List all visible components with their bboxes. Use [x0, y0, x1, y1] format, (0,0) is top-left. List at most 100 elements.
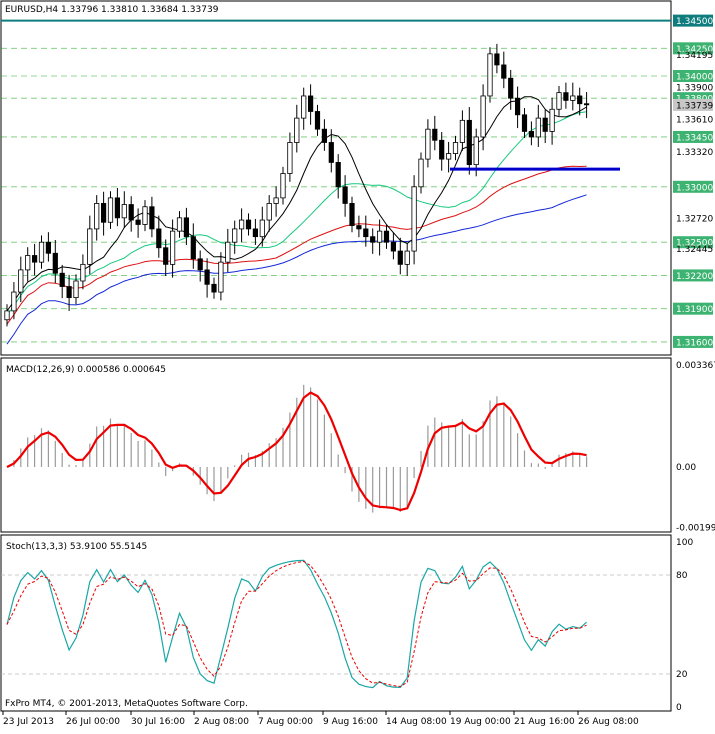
candle-body — [335, 162, 341, 188]
candle-body — [528, 131, 535, 138]
candle-body — [349, 203, 355, 226]
candle-body — [273, 197, 279, 204]
price-label: 1.32500 — [673, 236, 713, 249]
candle-body — [508, 77, 514, 99]
price-level-lines — [1, 47, 671, 343]
candle-body — [404, 250, 410, 265]
candle-body — [501, 64, 507, 79]
candle-body — [52, 252, 58, 274]
macd-panel-frame — [0, 357, 672, 533]
candle-body — [259, 219, 265, 238]
candle-body — [197, 258, 203, 271]
candle-body — [432, 128, 438, 141]
candle-body — [584, 103, 590, 106]
symbol-header: EURUSD,H4 1.33796 1.33810 1.33684 1.3373… — [5, 5, 219, 15]
candle-body — [142, 206, 148, 225]
candle-body — [473, 136, 479, 166]
macd-title: MACD(12,26,9) 0.000586 0.000645 — [6, 365, 166, 375]
candle-body — [570, 95, 576, 101]
macd-label: 0.00 — [676, 463, 696, 473]
macd-label: 0.003367 — [676, 361, 715, 371]
price-label-text: 1.32500 — [676, 239, 713, 249]
price-label-text: 1.33000 — [676, 183, 713, 193]
candle-body — [549, 108, 555, 132]
candle-body — [494, 53, 500, 66]
candle-body — [128, 204, 134, 221]
candle-body — [135, 219, 141, 225]
candle-body — [370, 236, 376, 243]
ma-blue-line — [6, 194, 587, 345]
candle-body — [363, 228, 369, 238]
time-axis: 23 Jul 2013 26 Jul 00:00 30 Jul 16:00 2 Aug… — [2, 711, 639, 727]
time-label: 14 Aug 08:00 — [386, 717, 447, 727]
stoch-level-lines — [1, 574, 671, 675]
candle-body — [38, 241, 45, 263]
candle-body — [418, 158, 424, 188]
candle-body — [32, 255, 38, 263]
candle-body — [280, 173, 286, 199]
price-label: 1.33900 — [676, 84, 713, 94]
candle-body — [542, 117, 548, 132]
candlestick-series — [4, 43, 590, 327]
candle-body — [390, 241, 397, 252]
candle-body — [321, 128, 328, 143]
price-label: 1.31600 — [673, 335, 713, 348]
price-label-text: 1.32200 — [676, 272, 713, 282]
candle-body — [328, 142, 334, 163]
candle-body — [18, 269, 24, 293]
time-label: 7 Aug 00:00 — [258, 717, 313, 727]
price-label: 1.34000 — [673, 70, 713, 83]
stoch-label: 20 — [676, 670, 688, 680]
watermark-text: FxPro MT4, © 2001-2013, MetaQuotes Softw… — [5, 699, 248, 709]
candle-body — [577, 95, 583, 105]
candle-body — [515, 97, 521, 116]
candle-body — [73, 280, 79, 299]
time-label: 2 Aug 08:00 — [194, 717, 249, 727]
candle-body — [114, 197, 120, 219]
candle-body — [356, 225, 362, 230]
candle-body — [101, 203, 107, 223]
candle-body — [556, 92, 562, 110]
price-label-text: 1.31600 — [676, 338, 713, 348]
candle-body — [411, 186, 417, 252]
candle-body — [342, 186, 348, 204]
price-label-text: 1.33610 — [676, 116, 713, 126]
candle-body — [445, 153, 452, 160]
price-label: 1.34195 — [676, 51, 713, 61]
ma-red-line — [6, 165, 587, 325]
candle-body — [25, 255, 31, 271]
candle-body — [87, 228, 93, 265]
macd-signal-line — [6, 391, 587, 512]
candle-body — [376, 230, 383, 243]
candle-body — [225, 241, 231, 263]
price-label-text: 1.34000 — [676, 73, 713, 83]
candle-body — [294, 117, 300, 143]
candle-body — [307, 95, 314, 112]
price-label: 1.33450 — [673, 130, 713, 143]
candle-body — [121, 204, 127, 219]
candle-body — [204, 269, 210, 285]
time-label: 26 Aug 08:00 — [578, 717, 639, 727]
candle-body — [45, 241, 52, 254]
candle-body — [397, 250, 403, 265]
stoch-label: 100 — [676, 538, 693, 548]
candle-body — [466, 119, 472, 166]
candle-body — [11, 291, 17, 312]
stoch-panel-frame — [0, 534, 672, 712]
price-label-text: 1.33320 — [676, 148, 713, 158]
candle-body — [211, 283, 217, 293]
time-label: 23 Jul 2013 — [3, 717, 54, 727]
candle-body — [301, 95, 307, 119]
price-label-text: 1.32445 — [676, 245, 713, 255]
stoch-main-line — [6, 559, 587, 689]
stoch-title: Stoch(13,3,3) 53.9100 55.5145 — [6, 542, 147, 552]
price-label: 1.34250 — [673, 42, 713, 55]
price-label-text: 1.33900 — [676, 84, 713, 94]
candle-body — [238, 219, 245, 230]
price-label-text: 1.34250 — [676, 45, 713, 55]
price-label: 1.32720 — [676, 214, 713, 224]
macd-axis-labels: 0.003367 0.00 -0.001991 — [676, 361, 715, 533]
stoch-label: 0 — [676, 703, 682, 713]
